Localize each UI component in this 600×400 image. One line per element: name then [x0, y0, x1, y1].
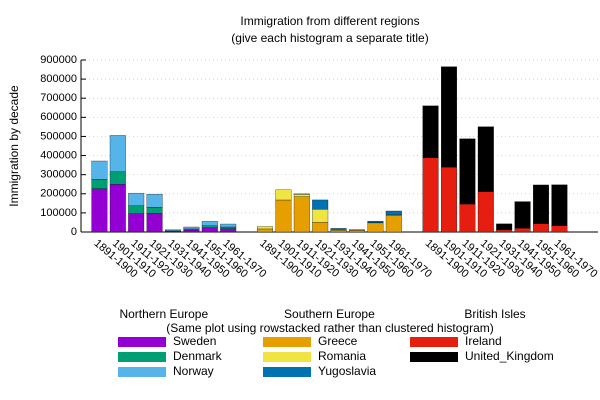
legend-swatch [118, 337, 166, 347]
bar-segment [220, 228, 237, 233]
bar-segment [109, 184, 126, 233]
bar-segment [385, 210, 402, 216]
bar-segment [91, 160, 108, 180]
legend-swatch [410, 337, 458, 347]
y-tick-label: 200000 [40, 188, 77, 200]
bar-segment [257, 226, 273, 230]
chart-note: (Same plot using rowstacked rather than … [166, 321, 494, 335]
bar-segment [422, 105, 439, 158]
bar-segment [183, 229, 200, 233]
bar-segment [275, 199, 292, 233]
chart-title: Immigration from different regions [240, 14, 419, 28]
bar-segment [477, 126, 494, 192]
legend-swatch [263, 337, 311, 347]
bar-segment [496, 223, 513, 231]
y-tick-label: 400000 [40, 149, 77, 161]
bar-segment [385, 215, 402, 233]
group-title: British Isles [464, 307, 525, 321]
bar-segment [459, 203, 476, 233]
bar-segment [551, 184, 568, 226]
bar-segment [514, 201, 531, 229]
bar-segment [128, 192, 145, 206]
bar-segment [312, 209, 329, 223]
bar-segment [146, 213, 163, 233]
legend-label: United_Kingdom [465, 349, 554, 363]
bar-segment [312, 199, 329, 210]
y-axis-label: Immigration by decade [7, 85, 21, 207]
bar-segment [91, 188, 108, 233]
bar-segment [330, 228, 347, 230]
legend-label: Yugoslavia [318, 364, 376, 378]
bar-segment [293, 194, 310, 197]
legend-label: Ireland [465, 334, 502, 348]
y-tick-label: 900000 [40, 54, 77, 66]
legend-label: Greece [318, 334, 358, 348]
bar-segment [514, 228, 531, 233]
bar-segment [257, 228, 273, 233]
bar-segment [128, 205, 145, 214]
legend-label: Sweden [173, 334, 216, 348]
bar-segment [533, 223, 549, 233]
bar-segment [201, 225, 218, 229]
bar-segment [109, 135, 126, 172]
y-tick-label: 700000 [40, 92, 77, 104]
bar-segment [220, 226, 237, 229]
bar-segment [183, 228, 200, 231]
y-tick-label: 500000 [40, 130, 77, 142]
bar-segment [551, 225, 568, 233]
bar-segment [201, 227, 218, 233]
group-title: Northern Europe [119, 307, 208, 321]
legend-swatch [263, 352, 311, 362]
bar-segment [349, 230, 365, 233]
bar-segment [220, 223, 237, 228]
group-title: Southern Europe [284, 307, 375, 321]
legend-label: Romania [318, 349, 366, 363]
bar-segment [165, 229, 181, 231]
bar-segment [496, 229, 513, 233]
y-tick-label: 300000 [40, 169, 77, 181]
bar-segment [422, 157, 439, 233]
bar-segment [293, 196, 310, 233]
bar-segment [533, 184, 549, 224]
y-tick-label: 600000 [40, 111, 77, 123]
y-tick-label: 800000 [40, 73, 77, 85]
legend-swatch [118, 352, 166, 362]
y-tick-label: 0 [71, 226, 77, 238]
bar-segment [312, 222, 329, 233]
bar-segment [477, 191, 494, 233]
legend-label: Denmark [173, 349, 223, 363]
legend-swatch [263, 367, 311, 377]
legend-label: Norway [173, 364, 214, 378]
bar-segment [201, 221, 218, 226]
bar-segment [367, 220, 384, 223]
bar-segment [367, 222, 384, 233]
y-tick-label: 100000 [40, 207, 77, 219]
chart-subtitle: (give each histogram a separate title) [231, 31, 428, 45]
bar-segment [275, 189, 292, 201]
bar-segment [183, 226, 200, 230]
bar-segment [109, 171, 126, 185]
legend-swatch [118, 367, 166, 377]
bar-segment [330, 230, 347, 233]
bar-segment [459, 138, 476, 205]
bar-segment [441, 66, 457, 168]
bar-segment [91, 179, 108, 189]
bar-segment [441, 167, 457, 233]
legend-swatch [410, 352, 458, 362]
bar-segment [128, 213, 145, 233]
bar-segment [146, 207, 163, 214]
bar-segment [146, 193, 163, 208]
